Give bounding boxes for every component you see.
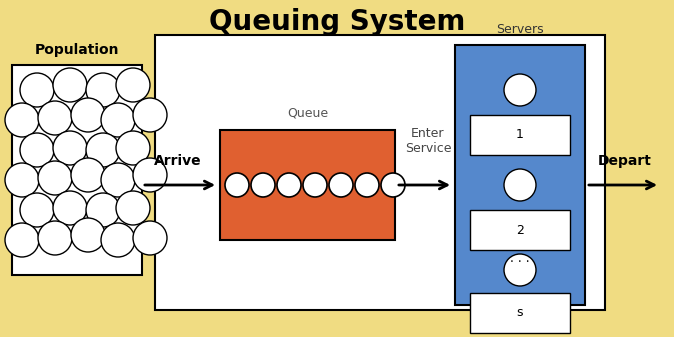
Ellipse shape: [504, 74, 536, 106]
Ellipse shape: [116, 191, 150, 225]
Text: Enter
Service: Enter Service: [405, 127, 452, 155]
Ellipse shape: [133, 98, 167, 132]
Text: 1: 1: [516, 128, 524, 142]
Text: 2: 2: [516, 223, 524, 237]
Bar: [470, 115, 570, 155]
Ellipse shape: [329, 173, 353, 197]
Text: Queuing System: Queuing System: [209, 8, 465, 36]
Ellipse shape: [5, 163, 39, 197]
Ellipse shape: [71, 98, 105, 132]
Ellipse shape: [303, 173, 327, 197]
Ellipse shape: [53, 68, 87, 102]
Ellipse shape: [225, 173, 249, 197]
Text: Depart: Depart: [598, 154, 652, 168]
Ellipse shape: [101, 103, 135, 137]
Ellipse shape: [38, 101, 72, 135]
Ellipse shape: [38, 161, 72, 195]
Text: Servers: Servers: [496, 23, 544, 36]
Bar: [155, 35, 605, 310]
Ellipse shape: [5, 223, 39, 257]
Ellipse shape: [504, 169, 536, 201]
Ellipse shape: [381, 173, 405, 197]
Ellipse shape: [86, 73, 120, 107]
Ellipse shape: [20, 133, 54, 167]
Bar: [455, 45, 585, 305]
Ellipse shape: [116, 68, 150, 102]
Ellipse shape: [53, 191, 87, 225]
Ellipse shape: [504, 254, 536, 286]
Ellipse shape: [133, 158, 167, 192]
Ellipse shape: [277, 173, 301, 197]
Ellipse shape: [86, 193, 120, 227]
Text: Arrive: Arrive: [154, 154, 202, 168]
Bar: [470, 210, 570, 250]
Ellipse shape: [101, 223, 135, 257]
Text: Population: Population: [35, 43, 119, 57]
Ellipse shape: [86, 133, 120, 167]
Bar: [220, 130, 395, 240]
Bar: [470, 293, 570, 333]
Ellipse shape: [20, 73, 54, 107]
Ellipse shape: [116, 131, 150, 165]
Text: . . .: . . .: [510, 251, 530, 265]
Ellipse shape: [20, 193, 54, 227]
Ellipse shape: [5, 103, 39, 137]
Ellipse shape: [133, 221, 167, 255]
Ellipse shape: [38, 221, 72, 255]
Ellipse shape: [53, 131, 87, 165]
Text: s: s: [517, 306, 523, 319]
Ellipse shape: [101, 163, 135, 197]
Text: Queue: Queue: [287, 107, 328, 120]
Ellipse shape: [251, 173, 275, 197]
Ellipse shape: [71, 218, 105, 252]
Ellipse shape: [355, 173, 379, 197]
Bar: [12, 65, 142, 275]
Ellipse shape: [71, 158, 105, 192]
